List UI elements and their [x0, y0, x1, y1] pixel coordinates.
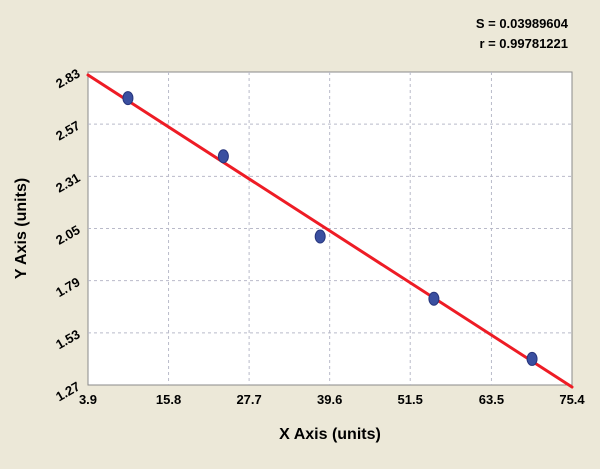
x-tick-label: 39.6 [317, 392, 342, 407]
y-tick-label: 2.31 [53, 170, 82, 196]
data-point [217, 149, 229, 164]
x-tick-label: 75.4 [559, 392, 585, 407]
regression-line [86, 73, 574, 389]
y-tick-label: 2.83 [53, 66, 82, 92]
s-value: S = 0.03989604 [475, 16, 568, 31]
x-tick-label: 27.7 [236, 392, 261, 407]
y-axis-label: Y Axis (units) [13, 178, 30, 279]
x-tick-label: 51.5 [398, 392, 423, 407]
y-tick-label: 2.05 [53, 222, 82, 248]
data-point [428, 291, 440, 306]
x-tick-label: 15.8 [156, 392, 181, 407]
data-point [526, 351, 538, 366]
data-point [122, 91, 134, 106]
x-tick-label: 63.5 [479, 392, 504, 407]
x-tick-label: 3.9 [79, 392, 97, 407]
y-tick-label: 2.57 [53, 118, 82, 144]
x-axis-label: X Axis (units) [279, 426, 381, 443]
r-value: r = 0.99781221 [479, 36, 568, 52]
stats-annotation: S = 0.03989604 r = 0.99781221 [476, 14, 568, 54]
y-tick-label: 1.53 [53, 326, 82, 352]
data-point [314, 229, 326, 244]
y-tick-label: 1.79 [53, 274, 82, 300]
